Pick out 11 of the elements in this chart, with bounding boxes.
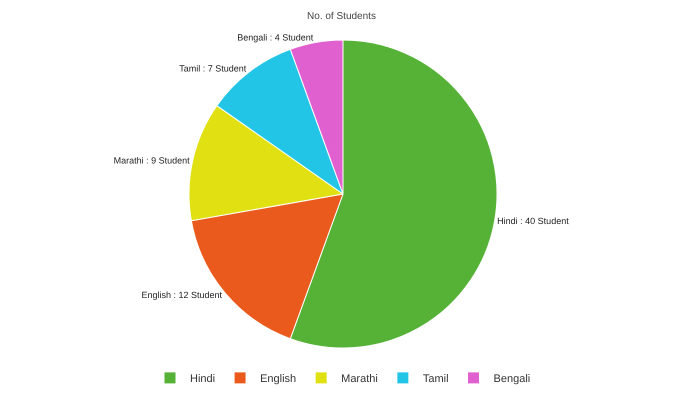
legend-label: Hindi <box>190 373 216 386</box>
legend-label: Marathi <box>341 373 378 386</box>
data-label: Hindi : 40 Student <box>497 216 570 226</box>
legend-label: English <box>260 373 296 386</box>
data-label: Bengali : 4 Student <box>237 32 314 42</box>
legend-label: Bengali <box>494 373 530 386</box>
data-label: Marathi : 9 Student <box>114 155 190 166</box>
chart-title: No. of Students <box>307 11 376 22</box>
legend-label: Tamil <box>422 373 449 386</box>
data-label: Tamil : 7 Student <box>179 64 247 74</box>
data-label: English : 12 Student <box>141 290 223 300</box>
